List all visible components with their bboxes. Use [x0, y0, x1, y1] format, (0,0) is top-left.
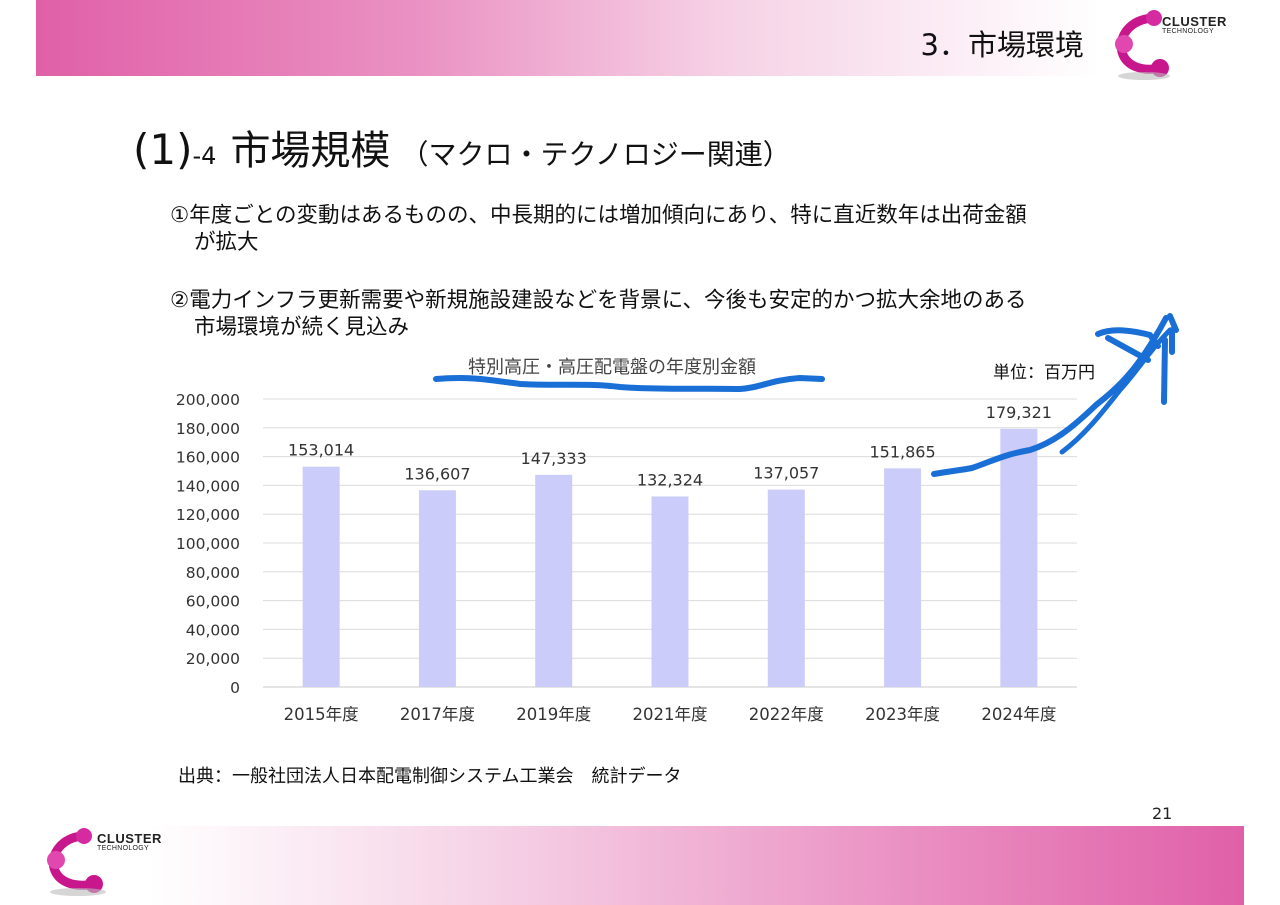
bar [535, 474, 573, 687]
x-tick-label: 2019年度 [516, 705, 591, 724]
cluster-logo-icon [1115, 10, 1170, 80]
title-paren: （マクロ・テクノロジー関連） [400, 138, 791, 171]
footer-band [150, 826, 1244, 905]
logo-line1: CLUSTER [1162, 14, 1227, 29]
data-label: 132,324 [637, 470, 703, 489]
trend-arrow-stroke [1059, 327, 1173, 455]
title-number: (1) [133, 125, 193, 174]
bullet-2-line1: ②電力インフラ更新需要や新規施設建設などを背景に、今後も安定的かつ拡大余地のある [170, 288, 1027, 313]
chart-title: 特別高圧・高圧配電盤の年度別金額 [468, 357, 756, 378]
x-tick-label: 2024年度 [981, 705, 1056, 724]
bullet-1: ①年度ごとの変動はあるものの、中長期的には増加傾向にあり、特に直近数年は出荷金額… [170, 202, 1027, 256]
y-tick-label: 200,000 [176, 391, 240, 409]
page-number: 21 [1152, 804, 1173, 823]
title-main: 市場規模 [230, 128, 391, 174]
bullet-2: ②電力インフラ更新需要や新規施設建設などを背景に、今後も安定的かつ拡大余地のある… [170, 287, 1027, 341]
footer-logo-line2: TECHNOLOGY [97, 845, 150, 852]
cluster-logo-bottom-icon [47, 828, 106, 896]
header-logo-text: CLUSTER TECHNOLOGY [1162, 15, 1227, 35]
y-tick-label: 60,000 [186, 593, 240, 611]
bullet-1-line2: が拡大 [194, 230, 259, 255]
footer-logo-line1: CLUSTER [97, 831, 162, 846]
page-title: (1)-4 市場規模 （マクロ・テクノロジー関連） [133, 118, 791, 176]
data-label: 137,057 [753, 464, 819, 483]
unit-label: 単位：百万円 [993, 363, 1095, 383]
x-tick-label: 2017年度 [400, 705, 475, 724]
bar [651, 496, 689, 687]
bullet-2-line2: 市場環境が続く見込み [194, 315, 410, 340]
footer-logo-text: CLUSTER TECHNOLOGY [97, 832, 162, 852]
bar [418, 490, 456, 687]
y-tick-label: 120,000 [176, 506, 240, 524]
header-band [36, 0, 1100, 76]
x-tick-label: 2023年度 [865, 705, 940, 724]
bar [767, 489, 805, 687]
x-tick-label: 2022年度 [749, 705, 824, 724]
x-tick-label: 2015年度 [284, 705, 359, 724]
bar [302, 466, 340, 687]
y-tick-label: 20,000 [186, 650, 240, 668]
x-tick-label: 2021年度 [633, 705, 708, 724]
bullet-1-line1: ①年度ごとの変動はあるものの、中長期的には増加傾向にあり、特に直近数年は出荷金額 [170, 203, 1027, 228]
data-label: 179,321 [986, 403, 1052, 422]
trend-arrow-annotation [931, 315, 1169, 477]
y-tick-label: 160,000 [176, 449, 240, 467]
data-label: 153,014 [288, 441, 354, 460]
y-tick-label: 80,000 [186, 564, 240, 582]
underline-annotation [433, 374, 825, 392]
title-sub: -4 [192, 142, 217, 170]
source-note: 出典：一般社団法人日本配電制御システム工業会 統計データ [178, 766, 682, 787]
arrowhead-annotation [1095, 313, 1179, 405]
data-label: 136,607 [404, 464, 470, 483]
bar [1000, 428, 1038, 687]
y-tick-label: 100,000 [176, 535, 240, 553]
data-label: 151,865 [869, 442, 935, 461]
y-tick-label: 140,000 [176, 477, 240, 495]
data-label: 147,333 [521, 449, 587, 468]
y-tick-label: 0 [230, 679, 240, 697]
bar [884, 468, 922, 687]
y-tick-label: 180,000 [176, 420, 240, 438]
y-tick-label: 40,000 [186, 621, 240, 639]
section-title: 3．市場環境 [920, 28, 1084, 62]
logo-line2: TECHNOLOGY [1162, 28, 1215, 35]
